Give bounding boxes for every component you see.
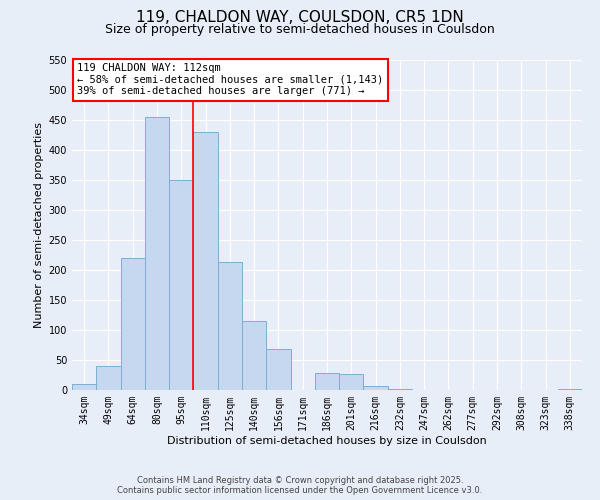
Bar: [558, 389, 582, 390]
Bar: [96, 366, 121, 390]
Y-axis label: Number of semi-detached properties: Number of semi-detached properties: [34, 122, 44, 328]
Text: 119, CHALDON WAY, COULSDON, CR5 1DN: 119, CHALDON WAY, COULSDON, CR5 1DN: [136, 10, 464, 25]
Bar: [169, 180, 193, 390]
X-axis label: Distribution of semi-detached houses by size in Coulsdon: Distribution of semi-detached houses by …: [167, 436, 487, 446]
Text: Contains HM Land Registry data © Crown copyright and database right 2025.
Contai: Contains HM Land Registry data © Crown c…: [118, 476, 482, 495]
Bar: [218, 262, 242, 390]
Bar: [266, 349, 290, 390]
Bar: [339, 374, 364, 390]
Bar: [145, 117, 169, 390]
Bar: [364, 386, 388, 390]
Bar: [388, 389, 412, 390]
Bar: [315, 373, 339, 390]
Text: 119 CHALDON WAY: 112sqm
← 58% of semi-detached houses are smaller (1,143)
39% of: 119 CHALDON WAY: 112sqm ← 58% of semi-de…: [77, 64, 383, 96]
Bar: [193, 132, 218, 390]
Bar: [72, 384, 96, 390]
Bar: [242, 321, 266, 390]
Bar: [121, 258, 145, 390]
Text: Size of property relative to semi-detached houses in Coulsdon: Size of property relative to semi-detach…: [105, 22, 495, 36]
